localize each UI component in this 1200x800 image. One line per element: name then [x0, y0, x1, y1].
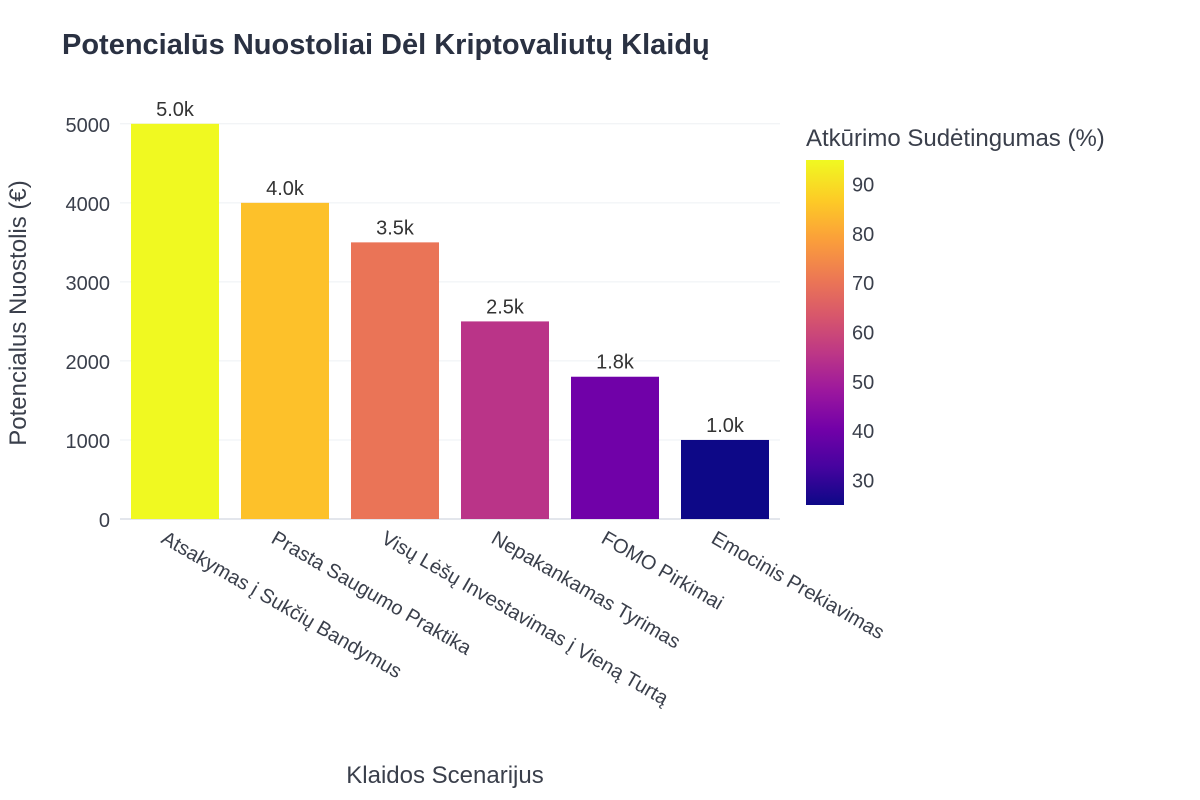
bar	[461, 321, 549, 519]
x-tick-label: Emocinis Prekiavimas	[708, 527, 888, 644]
y-axis-title: Potencialus Nuostolis (€)	[5, 180, 32, 445]
bar	[351, 242, 439, 519]
bar-value-label: 1.0k	[706, 415, 745, 437]
colorbar-tick-label: 90	[852, 175, 874, 197]
bars	[131, 123, 769, 520]
bar-value-label: 2.5k	[486, 296, 525, 318]
y-tick-label: 1000	[66, 431, 111, 453]
colorbar-tick-label: 80	[852, 224, 874, 246]
y-tick-label: 2000	[66, 352, 111, 374]
colorbar-gradient	[806, 160, 844, 505]
x-axis-title: Klaidos Scenarijus	[346, 762, 543, 789]
bar-value-labels: 5.0k 4.0k 3.5k 2.5k 1.8k 1.0k	[156, 99, 745, 437]
bar-value-label: 5.0k	[156, 99, 195, 121]
chart-title: Potencialūs Nuostoliai Dėl Kriptovaliutų…	[62, 29, 710, 61]
gridlines	[120, 123, 780, 520]
colorbar-ticks: 30 40 50 60 70 80 90	[852, 175, 874, 493]
colorbar-tick-label: 40	[852, 421, 874, 443]
bar-value-label: 3.5k	[376, 217, 415, 239]
colorbar-tick-label: 60	[852, 323, 874, 345]
colorbar-title: Atkūrimo Sudėtingumas (%)	[806, 125, 1105, 152]
bar	[131, 123, 219, 520]
x-tick-label: Prasta Saugumo Praktika	[268, 527, 476, 660]
bar-value-label: 1.8k	[596, 352, 635, 374]
bar-value-label: 4.0k	[266, 178, 305, 200]
y-tick-label: 0	[99, 510, 110, 532]
y-tick-label: 3000	[66, 273, 111, 295]
y-tick-label: 5000	[66, 115, 111, 137]
colorbar-tick-label: 30	[852, 470, 874, 492]
colorbar-tick-label: 70	[852, 273, 874, 295]
bar	[571, 376, 659, 519]
bar	[681, 439, 769, 519]
y-axis-ticks: 0 1000 2000 3000 4000 5000	[66, 115, 111, 532]
x-tick-label: Nepakankamas Tyrimas	[488, 527, 684, 653]
y-tick-label: 4000	[66, 194, 111, 216]
colorbar-tick-label: 50	[852, 372, 874, 394]
colorbar: Atkūrimo Sudėtingumas (%) 30 40 50 60 70 80 90	[806, 125, 1105, 505]
bar	[241, 202, 329, 519]
